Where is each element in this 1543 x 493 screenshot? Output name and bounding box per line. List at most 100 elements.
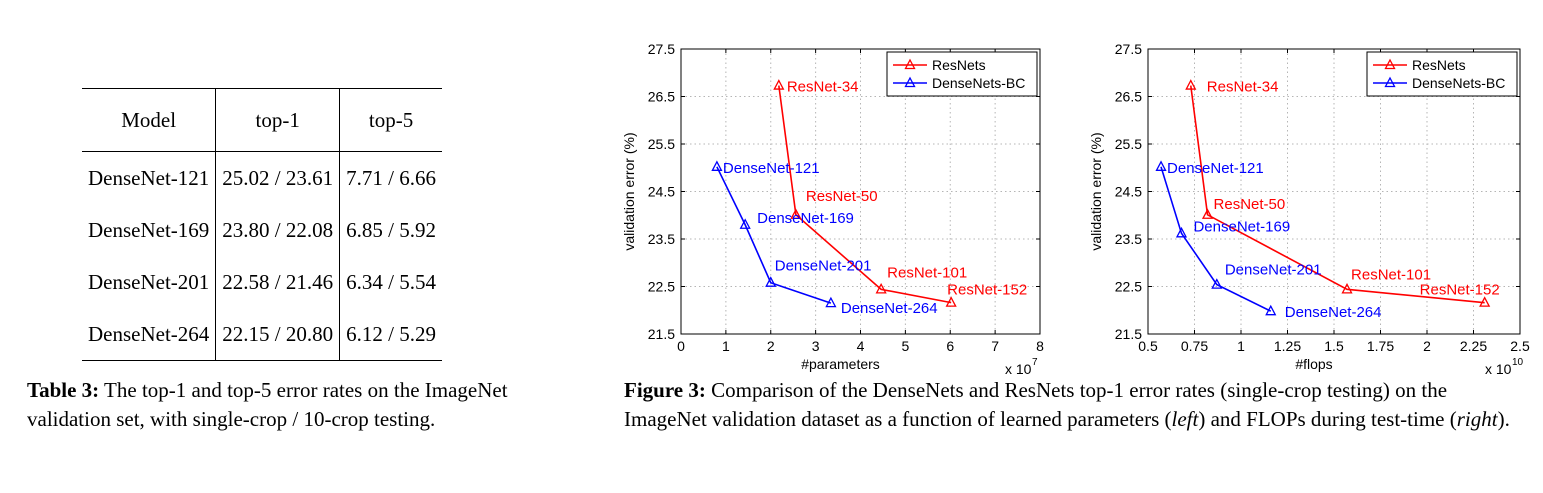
data-point [773,79,785,90]
data-label: ResNet-50 [1214,196,1286,213]
figure-caption-text-1: Comparison of the DenseNets and ResNets … [624,378,1448,431]
data-label: ResNet-34 [1207,79,1279,96]
legend-label: ResNets [1412,57,1466,73]
plot-frame [680,48,1041,335]
chart-flops: 0.5 0.75 1 1.25 1.5 1.75 2 2.25 2.5 21.5 22.5 23.5 2… [1088,41,1530,377]
figure-caption-right: right [1456,407,1498,431]
data-point [875,282,887,294]
cell-top1: 22.58 / 21.46 [215,256,340,308]
figure-caption-left: left [1171,407,1199,431]
figure-caption: Figure 3: Comparison of the DenseNets an… [624,376,1534,434]
x-tick-label: 1.5 [1324,338,1344,354]
error-rate-table: Model top-1 top-5 DenseNet-121 25.02 / 2… [82,88,442,361]
legend-label: ResNets [932,57,986,73]
data-label: ResNet-101 [887,264,967,281]
data-label: ResNet-152 [947,282,1027,299]
x-tick-label: 1 [722,338,730,354]
data-label: DenseNet-121 [1167,160,1264,177]
data-label: DenseNet-201 [1225,262,1322,279]
data-point [790,208,802,219]
y-tick-label: 21.5 [648,326,675,342]
series-line [1160,166,1272,312]
y-tick-label: 24.5 [648,184,675,200]
data-label: DenseNet-169 [757,210,854,227]
data-point [1479,296,1491,307]
figure-caption-text-3: ). [1497,407,1510,431]
data-point [711,160,723,171]
table-header-row: Model top-1 top-5 [82,88,442,152]
cell-model: DenseNet-121 [88,165,210,190]
table-row: DenseNet-264 22.15 / 20.80 6.12 / 5.29 [82,308,442,361]
data-point [825,296,837,308]
figure-caption-text-2: ) and FLOPs during test-time ( [1198,407,1457,431]
x-tick-label: 2 [767,338,775,354]
data-point [1175,226,1188,238]
data-label: DenseNet-264 [841,300,938,317]
y-tick-label: 22.5 [1115,279,1142,295]
legend-box [1366,51,1518,97]
y-tick-label: 25.5 [648,136,675,152]
cell-model: DenseNet-264 [82,308,216,361]
x-tick-label: 3 [812,338,820,354]
x-tick-label: 5 [901,338,909,354]
table-row: DenseNet-169 23.80 / 22.08 6.85 / 5.92 [82,204,442,256]
data-point [765,276,777,287]
y-tick-label: 23.5 [1115,231,1142,247]
x-tick-label: 7 [991,338,999,354]
legend-marker [904,58,916,70]
cell-model: DenseNet-169 [88,217,210,242]
x-tick-label: 2 [1423,338,1431,354]
cell-top1: 22.15 / 20.80 [215,308,340,361]
table-row: DenseNet-121 25.02 / 23.61 7.71 / 6.66 [82,151,442,204]
y-tick-label: 26.5 [1115,89,1142,105]
data-label: ResNet-152 [1420,282,1500,299]
header-model: Model [82,88,216,152]
series-line [1189,85,1485,304]
data-point [739,218,751,229]
data-point [1155,160,1167,171]
x-tick-label: 2.25 [1460,338,1487,354]
y-tick-label: 24.5 [1115,184,1142,200]
data-point [1201,208,1214,219]
data-label: ResNet-34 [787,79,859,96]
data-label: DenseNet-121 [723,160,820,177]
y-axis-label: validation error (%) [621,132,637,250]
data-point [1211,278,1223,289]
data-label: ResNet-50 [806,188,878,205]
cell-top5: 6.85 / 5.92 [339,204,442,256]
cell-top5: 6.12 / 5.29 [339,308,442,361]
x-tick-label: 0 [677,338,685,354]
x-tick-label: 2.5 [1510,338,1530,354]
y-tick-label: 22.5 [648,279,675,295]
table-caption-text: The top-1 and top-5 error rates on the I… [27,378,508,431]
x-axis-exponent: 7 [1032,357,1038,368]
y-tick-label: 23.5 [648,231,675,247]
header-top5: top-5 [339,88,442,152]
x-tick-label: 1 [1237,338,1245,354]
cell-top5: 7.71 / 6.66 [339,151,442,204]
table-caption: Table 3: The top-1 and top-5 error rates… [27,376,555,434]
data-point [1341,282,1353,294]
x-axis-multiplier: x 10 [1005,361,1032,377]
x-tick-label: 8 [1036,338,1044,354]
cell-top1: 25.02 / 23.61 [215,151,340,204]
cell-top5: 6.34 / 5.54 [339,256,442,308]
figure-caption-label: Figure 3: [624,378,706,402]
table-caption-label: Table 3: [27,378,100,402]
legend-box [886,51,1038,97]
table-row: DenseNet-201 22.58 / 21.46 6.34 / 5.54 [82,256,442,308]
x-tick-label: 1.25 [1274,338,1301,354]
data-point [945,296,957,307]
data-label: DenseNet-201 [775,258,872,275]
chart-parameters: 0 1 2 3 4 5 6 7 8 21.5 22.5 23.5 24.5 25.5 26.5 27.5 #pa… [621,41,1044,377]
legend-marker [1384,58,1396,70]
x-tick-label: 0.5 [1138,338,1158,354]
y-tick-label: 27.5 [648,41,675,57]
data-point [1185,79,1197,90]
series-line [778,85,952,304]
legend-label: DenseNets-BC [932,75,1025,91]
y-tick-label: 21.5 [1115,326,1142,342]
data-label: ResNet-101 [1351,266,1431,283]
x-tick-label: 4 [857,338,865,354]
data-point [1265,304,1277,316]
